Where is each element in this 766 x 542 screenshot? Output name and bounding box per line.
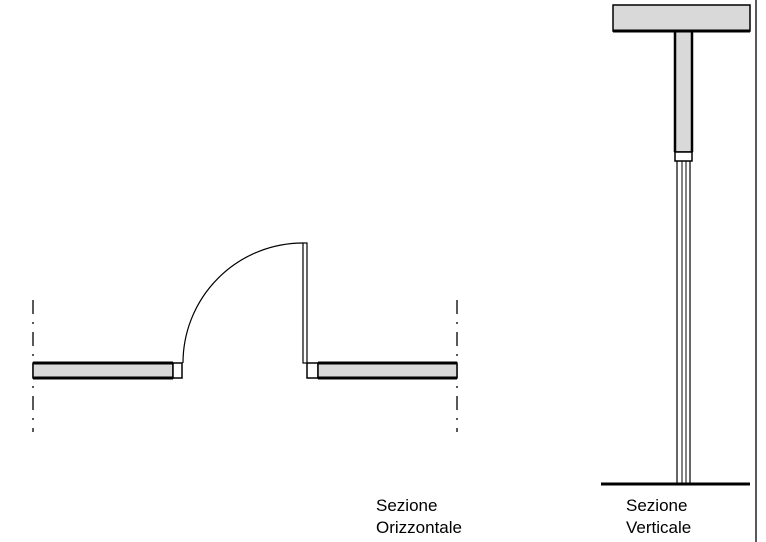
horizontal-section [32, 242, 458, 432]
horizontal-section-label-line1: Sezione [376, 496, 438, 515]
left-wall [32, 362, 174, 379]
right-door-frame [306, 362, 319, 379]
horizontal-section-label-line2: Orizzontale [376, 518, 462, 537]
door-swing-arc [182, 242, 304, 364]
door-leaf [302, 242, 308, 364]
horizontal-section-label: Sezione Orizzontale [376, 495, 462, 539]
right-wall [317, 362, 458, 379]
vertical-section-label: Sezione Verticale [626, 495, 691, 539]
left-door-frame [172, 362, 183, 379]
ceiling-beam [612, 4, 751, 153]
vertical-section [601, 0, 757, 542]
vertical-section-label-line2: Verticale [626, 518, 692, 537]
door-head-frame [674, 151, 693, 162]
vertical-section-label-line1: Sezione [626, 496, 688, 515]
